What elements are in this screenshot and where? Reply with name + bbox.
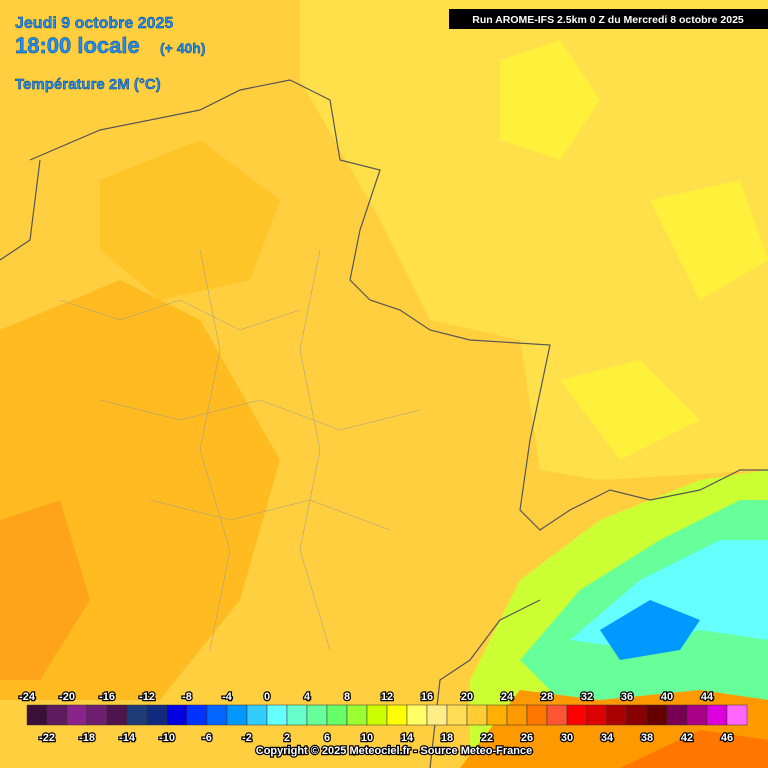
map-field: Température 2M (°C) (15, 76, 161, 93)
colorbar-box (446, 704, 468, 726)
run-info: Run AROME-IFS 2.5km 0 Z du Mercredi 8 oc… (472, 14, 744, 26)
colorbar-box (426, 704, 448, 726)
colorbar-label: 4 (304, 691, 311, 703)
colorbar-box (266, 704, 288, 726)
colorbar-label: -18 (79, 732, 95, 744)
colorbar-label: 0 (264, 691, 270, 703)
colorbar-label: 34 (601, 732, 614, 744)
colorbar-box (206, 704, 228, 726)
colorbar-box (506, 704, 528, 726)
temp-area (0, 500, 90, 680)
colorbar-label: 40 (661, 691, 673, 703)
map-lead: (+ 40h) (160, 40, 206, 56)
colorbar-box (46, 704, 68, 726)
colorbar-label: 46 (721, 732, 733, 744)
colorbar-label: 10 (361, 732, 373, 744)
colorbar-label: 14 (401, 732, 414, 744)
colorbar-box (526, 704, 548, 726)
colorbar-box (626, 704, 648, 726)
colorbar-box (126, 704, 148, 726)
coastline (0, 159, 41, 261)
department-borders (59, 249, 421, 651)
colorbar-label: 38 (641, 732, 653, 744)
colorbar-box (166, 704, 188, 726)
colorbar-box (486, 704, 508, 726)
colorbar-box (606, 704, 628, 726)
border (29, 79, 768, 531)
colorbar-label: 2 (284, 732, 290, 744)
colorbar-label: -6 (202, 732, 212, 744)
colorbar-box (226, 704, 248, 726)
temp-area (100, 140, 280, 300)
colorbar-box (286, 704, 308, 726)
temp-area (600, 600, 700, 660)
map-time: 18:00 locale (15, 33, 140, 58)
copyright: Copyright © 2025 Meteociel.fr - Source M… (256, 745, 532, 757)
temp-area (620, 730, 768, 768)
colorbar-label: -22 (39, 732, 55, 744)
temp-area (300, 0, 768, 480)
colorbar-label: 30 (561, 732, 573, 744)
colorbar-box (566, 704, 588, 726)
colorbar-box (666, 704, 688, 726)
colorbar-label: -14 (119, 732, 136, 744)
colorbar-label: 18 (441, 732, 453, 744)
colorbar-box (726, 704, 748, 726)
colorbar-label: -4 (222, 691, 233, 703)
colorbar-label: 20 (461, 691, 473, 703)
colorbar-label: 6 (324, 732, 330, 744)
colorbar-box (386, 704, 408, 726)
colorbar-label: -8 (182, 691, 192, 703)
colorbar-label: 24 (501, 691, 514, 703)
colorbar-box (686, 704, 708, 726)
colorbar-box (246, 704, 268, 726)
colorbar-box (306, 704, 328, 726)
colorbar-label: -16 (99, 691, 115, 703)
colorbar-label: 42 (681, 732, 693, 744)
colorbar-label: -12 (139, 691, 155, 703)
colorbar-label: 28 (541, 691, 553, 703)
colorbar-box (546, 704, 568, 726)
colorbar-label: -24 (19, 691, 36, 703)
colorbar-label: -10 (159, 732, 175, 744)
colorbar-label: 8 (344, 691, 350, 703)
colorbar-box (26, 704, 48, 726)
colorbar-box (66, 704, 88, 726)
colorbar-box (646, 704, 668, 726)
colorbar-box (186, 704, 208, 726)
colorbar-box (326, 704, 348, 726)
colorbar-label: 44 (701, 691, 714, 703)
colorbar-box (706, 704, 728, 726)
colorbar-label: 36 (621, 691, 633, 703)
colorbar-box (346, 704, 368, 726)
map-date: Jeudi 9 octobre 2025 (15, 15, 173, 32)
colorbar-box (366, 704, 388, 726)
colorbar-box (146, 704, 168, 726)
run-box (449, 9, 768, 29)
colorbar-label: 26 (521, 732, 533, 744)
temp-area (500, 40, 768, 460)
colorbar-box (86, 704, 108, 726)
colorbar-label: 32 (581, 691, 593, 703)
colorbar-label: 12 (381, 691, 393, 703)
colorbar-label: -2 (242, 732, 252, 744)
colorbar-label: 16 (421, 691, 433, 703)
colorbar-box (586, 704, 608, 726)
colorbar-box (466, 704, 488, 726)
colorbar-label: -20 (59, 691, 75, 703)
colorbar-label: 22 (481, 732, 493, 744)
colorbar-box (106, 704, 128, 726)
colorbar-box (406, 704, 428, 726)
